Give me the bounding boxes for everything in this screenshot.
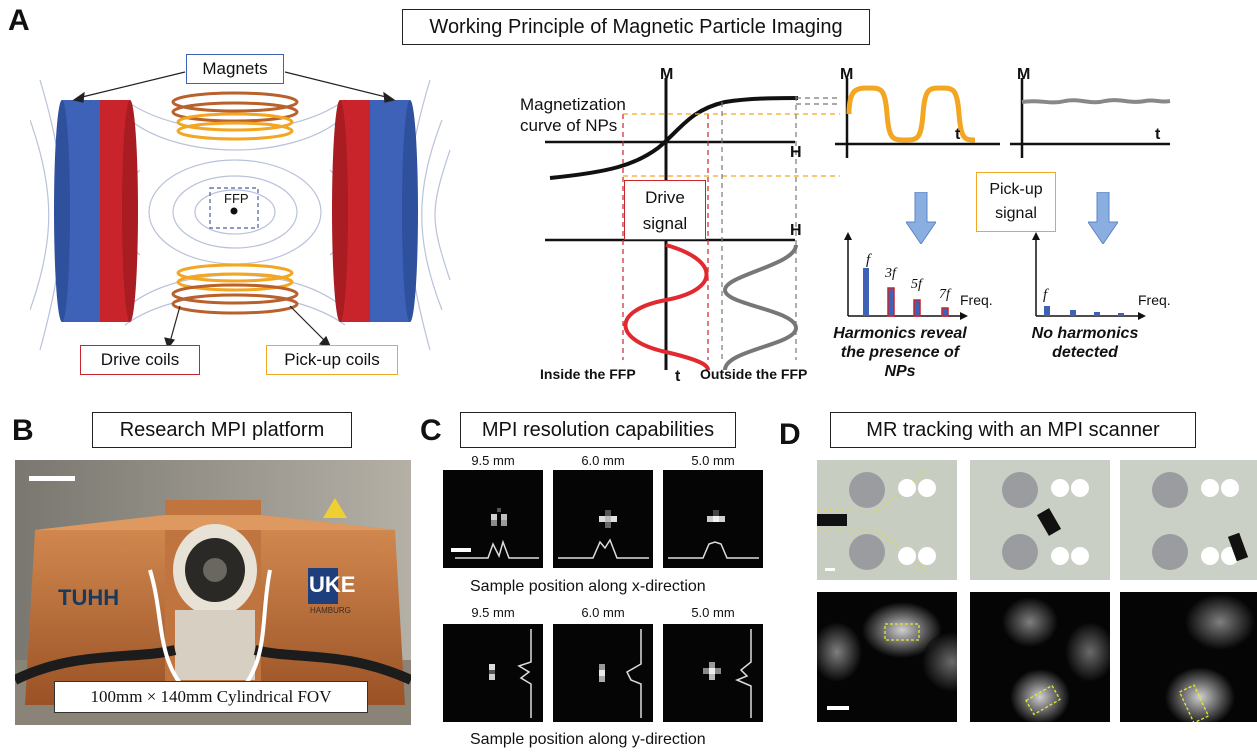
- pickup-signal-box: Pick-up signal: [976, 172, 1056, 232]
- fov-caption: 100mm × 140mm Cylindrical FOV: [54, 681, 368, 713]
- harmonic-5f-label: 5f: [911, 277, 922, 292]
- harmonic-f-label: f: [866, 252, 871, 268]
- freq-label-2: Freq.: [1138, 292, 1171, 308]
- m-axis-label-3: M: [1017, 66, 1031, 83]
- c-bottom-label-2: 6.0 mm: [581, 605, 625, 620]
- harmonic-3f-label: 3f: [885, 266, 896, 281]
- drive-coils-label: Drive coils: [80, 345, 200, 375]
- harmonics-line-2: the presence of: [840, 344, 960, 361]
- c-bottom-tile-3: [663, 624, 763, 722]
- panel-b-letter: B: [12, 414, 34, 447]
- d-mpi-1: [817, 592, 957, 722]
- c-top-tile-3: [663, 470, 763, 568]
- harmonic-7f-label: 7f: [939, 287, 950, 302]
- hamburg-logo-text: HAMBURG: [310, 606, 351, 615]
- y-direction-caption: Sample position along y-direction: [470, 731, 706, 748]
- no-harmonics-caption: No harmonics detected: [1020, 324, 1150, 362]
- t-axis-label-1: t: [675, 368, 681, 385]
- mpi-platform-photo: [15, 460, 411, 725]
- harmonics-line-3: NPs: [884, 363, 916, 380]
- pickup-coils-label: Pick-up coils: [266, 345, 398, 375]
- pickup-signal-plot: [835, 78, 1000, 158]
- c-top-label-2: 6.0 mm: [581, 453, 625, 468]
- no-harmonics-line-2: detected: [1052, 344, 1118, 361]
- panel-d-letter: D: [779, 418, 801, 451]
- harmonics-reveal-caption: Harmonics reveal the presence of NPs: [830, 324, 970, 381]
- c-bottom-tile-1: [443, 624, 543, 722]
- harmonics-spectrum: [844, 232, 968, 320]
- panel-a-letter: A: [8, 4, 30, 37]
- c-bottom-label-3: 5.0 mm: [691, 605, 735, 620]
- h-axis-label-1: H: [790, 144, 802, 161]
- outside-ffp-label: Outside the FFP: [700, 366, 808, 382]
- magnetization-curve-label: Magnetization curve of NPs: [520, 94, 626, 136]
- d-photo-3: [1120, 460, 1257, 580]
- x-direction-caption: Sample position along x-direction: [470, 578, 706, 595]
- down-arrow-icon: [906, 192, 936, 244]
- d-mpi-2: [970, 592, 1110, 722]
- uke-logo-text: UKE: [309, 572, 356, 597]
- drive-signal-box: Drive signal: [624, 180, 706, 240]
- inside-ffp-label: Inside the FFP: [540, 366, 636, 382]
- c-top-label-1: 9.5 mm: [471, 453, 515, 468]
- c-bottom-label-1: 9.5 mm: [471, 605, 515, 620]
- magnetization-line-2: curve of NPs: [520, 116, 618, 135]
- d-photo-2: [970, 460, 1110, 580]
- pickup-signal-line-1: Pick-up: [989, 181, 1043, 198]
- panel-c-letter: C: [420, 414, 442, 447]
- magnetization-line-1: Magnetization: [520, 95, 626, 114]
- no-harmonics-line-1: No harmonics: [1031, 325, 1139, 342]
- c-bottom-tile-2: [553, 624, 653, 722]
- down-arrow-icon-2: [1088, 192, 1118, 244]
- magnets-label: Magnets: [186, 54, 284, 84]
- no-harmonic-f-label: f: [1043, 287, 1048, 303]
- pickup-signal-line-2: signal: [995, 205, 1037, 222]
- no-harmonics-spectrum: [1032, 232, 1146, 320]
- panel-a-title: Working Principle of Magnetic Particle I…: [402, 9, 870, 45]
- t-axis-label-2: t: [955, 126, 961, 143]
- drive-signal-line-1: Drive: [645, 188, 685, 207]
- drive-signal-line-2: signal: [642, 214, 688, 233]
- h-axis-label-2: H: [790, 222, 802, 239]
- panel-b-title: Research MPI platform: [92, 412, 352, 448]
- mpi-scanner-schematic: [30, 71, 451, 351]
- freq-label-1: Freq.: [960, 292, 993, 308]
- d-photo-1: [817, 460, 957, 580]
- c-top-label-3: 5.0 mm: [691, 453, 735, 468]
- m-axis-label-1: M: [660, 66, 674, 83]
- m-axis-label-2: M: [840, 66, 854, 83]
- c-top-tile-1: [443, 470, 543, 568]
- d-mpi-3: [1120, 592, 1257, 722]
- tuhh-logo-text: TUHH: [58, 585, 120, 610]
- harmonics-line-1: Harmonics reveal: [833, 325, 967, 342]
- panel-d-title: MR tracking with an MPI scanner: [830, 412, 1196, 448]
- c-top-tile-2: [553, 470, 653, 568]
- t-axis-label-3: t: [1155, 126, 1161, 143]
- flat-signal-plot: [1010, 78, 1171, 158]
- panel-c-title: MPI resolution capabilities: [460, 412, 736, 448]
- ffp-label: FFP: [224, 191, 249, 206]
